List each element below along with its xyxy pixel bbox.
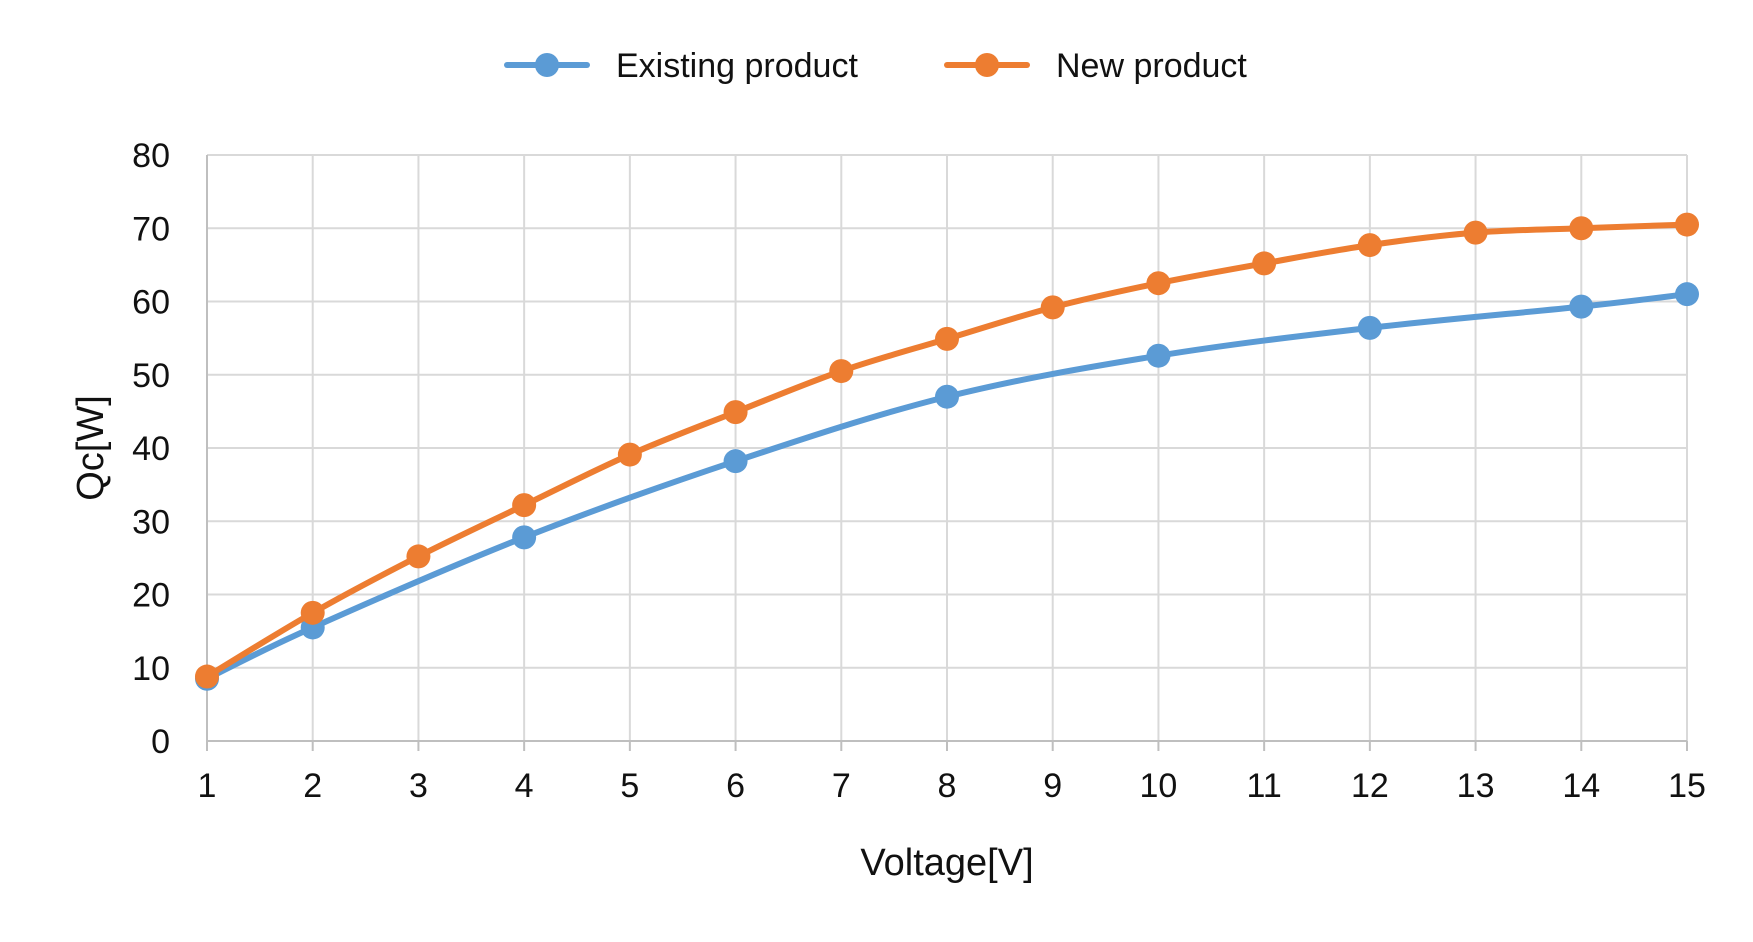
y-tick-label: 70 xyxy=(132,210,170,248)
data-point xyxy=(723,400,748,425)
x-tick-label: 13 xyxy=(1457,767,1495,805)
x-tick-label: 12 xyxy=(1351,767,1389,805)
x-tick-label: 1 xyxy=(198,767,217,805)
data-point xyxy=(195,664,219,689)
data-point xyxy=(406,544,431,569)
x-tick-label: 2 xyxy=(303,767,322,805)
data-point xyxy=(300,600,325,625)
data-point xyxy=(829,359,854,384)
data-point xyxy=(935,326,959,351)
series-group xyxy=(195,212,1699,691)
y-tick-label: 80 xyxy=(132,137,170,175)
y-tick-label: 30 xyxy=(132,503,170,541)
data-point xyxy=(512,493,537,518)
legend-label: New product xyxy=(1056,47,1247,85)
x-tick-label: 6 xyxy=(726,767,745,805)
x-tick-label: 7 xyxy=(832,767,851,805)
legend-item: Existing product xyxy=(504,47,858,85)
legend-swatch-marker xyxy=(535,53,559,77)
y-tick-label: 40 xyxy=(132,430,170,468)
gridlines xyxy=(207,154,1688,741)
data-point xyxy=(1357,315,1382,340)
legend-swatch-marker xyxy=(975,53,999,77)
series-new-product xyxy=(195,212,1699,689)
data-point xyxy=(1146,271,1171,296)
data-point xyxy=(1675,282,1699,307)
series-existing-product xyxy=(195,282,1699,691)
data-point xyxy=(1569,294,1594,319)
data-point xyxy=(512,525,537,550)
x-tick-label: 11 xyxy=(1246,767,1281,805)
data-point xyxy=(1569,216,1594,241)
y-tick-label: 10 xyxy=(132,650,170,688)
x-tick-label: 14 xyxy=(1562,767,1600,805)
y-tick-label: 0 xyxy=(151,723,170,761)
x-tick-label: 3 xyxy=(409,767,428,805)
legend-item: New product xyxy=(944,47,1247,85)
data-point xyxy=(935,384,959,409)
data-point xyxy=(1463,220,1488,245)
data-point xyxy=(1146,343,1171,368)
x-tick-label: 4 xyxy=(515,767,534,805)
legend: Existing product New product xyxy=(504,47,1247,85)
data-point xyxy=(1357,233,1382,258)
x-axis-title: Voltage[V] xyxy=(860,842,1033,884)
y-axis-title: Qc[W] xyxy=(70,395,112,501)
y-tick-label: 60 xyxy=(132,284,170,322)
y-tick-label: 50 xyxy=(132,357,170,395)
data-point xyxy=(723,449,748,474)
x-tick-label: 5 xyxy=(620,767,639,805)
x-tick-label: 10 xyxy=(1140,767,1178,805)
x-tick-label: 8 xyxy=(938,767,957,805)
data-point xyxy=(1252,251,1277,276)
data-point xyxy=(617,442,642,467)
legend-label: Existing product xyxy=(616,47,858,85)
x-tick-label: 9 xyxy=(1043,767,1062,805)
x-tick-label: 15 xyxy=(1668,767,1706,805)
y-tick-label: 20 xyxy=(132,577,170,615)
data-point xyxy=(1675,212,1699,237)
data-point xyxy=(1040,295,1065,320)
